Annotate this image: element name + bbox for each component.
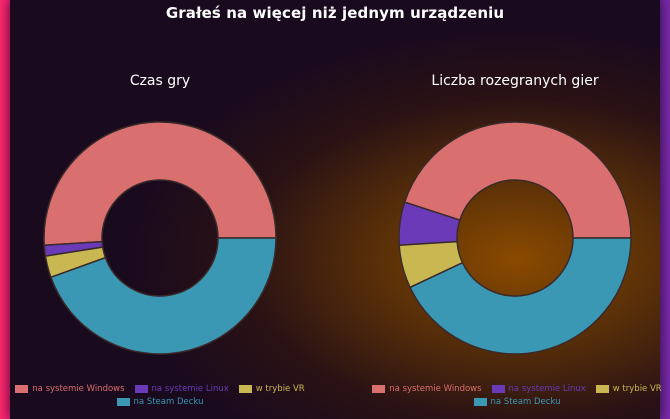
legend-swatch-deck <box>116 398 130 406</box>
legend-item-deck[interactable]: na Steam Decku <box>473 397 561 407</box>
legend-item-deck[interactable]: na Steam Decku <box>116 397 204 407</box>
legend-label-linux: na systemie Linux <box>151 384 229 394</box>
legend-item-linux[interactable]: na systemie Linux <box>134 384 229 394</box>
legend-swatch-windows <box>15 385 29 393</box>
legend-swatch-vr <box>238 385 252 393</box>
legend-item-windows[interactable]: na systemie Windows <box>372 384 482 394</box>
legend-playtime: na systemie Windows na systemie Linux w … <box>15 384 305 407</box>
slice-playtime-windows[interactable] <box>43 121 277 247</box>
page-title: Grałeś na więcej niż jednym urządzeniu <box>165 4 505 22</box>
legend-games: na systemie Windows na systemie Linux w … <box>372 384 662 407</box>
legend-item-windows[interactable]: na systemie Windows <box>15 384 125 394</box>
slice-playtime-steam-deck[interactable] <box>49 237 277 355</box>
legend-item-linux[interactable]: na systemie Linux <box>491 384 586 394</box>
chart-title-games: Liczba rozegranych gier <box>431 73 599 89</box>
legend-item-vr[interactable]: w trybie VR <box>595 384 662 394</box>
legend-label-windows: na systemie Windows <box>389 384 482 394</box>
legend-label-deck: na Steam Decku <box>133 397 204 407</box>
legend-swatch-deck <box>473 398 487 406</box>
legend-label-deck: na Steam Decku <box>490 397 561 407</box>
legend-swatch-windows <box>372 385 386 393</box>
slice-games-steam-deck[interactable] <box>409 237 632 355</box>
slice-games-windows[interactable] <box>403 121 632 239</box>
legend-label-windows: na systemie Windows <box>32 384 125 394</box>
legend-label-linux: na systemie Linux <box>508 384 586 394</box>
legend-label-vr: w trybie VR <box>255 384 305 394</box>
legend-item-vr[interactable]: w trybie VR <box>238 384 305 394</box>
legend-label-vr: w trybie VR <box>612 384 662 394</box>
legend-swatch-linux <box>491 385 505 393</box>
legend-swatch-linux <box>134 385 148 393</box>
chart-panel <box>10 0 660 419</box>
chart-title-playtime: Czas gry <box>129 73 191 89</box>
legend-swatch-vr <box>595 385 609 393</box>
